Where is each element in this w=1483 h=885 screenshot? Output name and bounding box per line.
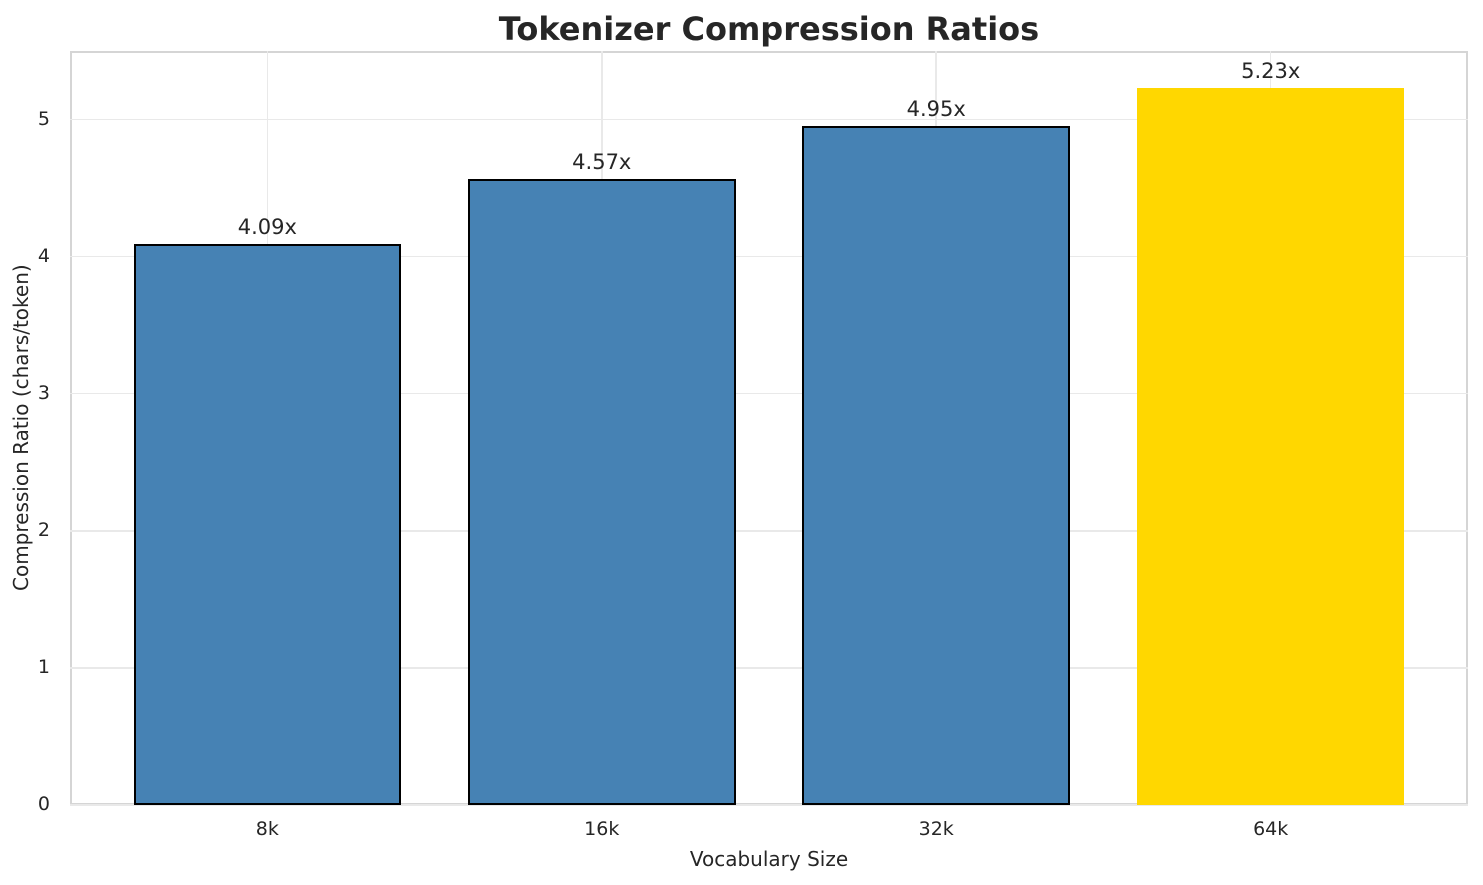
bar-value-label: 4.09x xyxy=(237,215,297,240)
bar-16k xyxy=(467,178,736,805)
gridline-h xyxy=(70,392,1468,395)
y-tick-label: 2 xyxy=(37,518,50,541)
y-tick-label: 0 xyxy=(37,793,50,816)
bar-64k xyxy=(1136,88,1405,805)
bar-value-label: 5.23x xyxy=(1241,59,1301,84)
x-tick-label: 32k xyxy=(918,818,954,840)
plot-area: 4.09x 4.57x 4.95x 5.23x xyxy=(70,51,1468,806)
bar-value-label: 4.95x xyxy=(906,97,966,122)
gridline-h xyxy=(70,255,1468,258)
bar-32k xyxy=(802,126,1070,805)
gridline-h xyxy=(70,118,1468,121)
x-axis-label: Vocabulary Size xyxy=(689,847,849,871)
y-axis-ticks: 0 1 2 3 4 5 xyxy=(0,51,60,815)
gridline-h xyxy=(70,804,1468,806)
y-tick-label: 5 xyxy=(37,107,50,130)
chart-title: Tokenizer Compression Ratios xyxy=(498,10,1040,48)
x-tick-label: 16k xyxy=(584,818,620,840)
y-tick-label: 4 xyxy=(37,244,50,267)
x-axis-ticks: 8k 16k 32k 64k xyxy=(70,814,1468,844)
x-tick-label: 64k xyxy=(1253,818,1289,840)
x-tick-label: 8k xyxy=(255,818,279,840)
y-tick-label: 1 xyxy=(37,656,50,679)
gridline-h xyxy=(70,530,1468,532)
bar-8k xyxy=(133,244,402,805)
bar-value-label: 4.57x xyxy=(572,149,632,174)
gridline-h xyxy=(70,667,1468,669)
y-tick-label: 3 xyxy=(37,381,50,404)
